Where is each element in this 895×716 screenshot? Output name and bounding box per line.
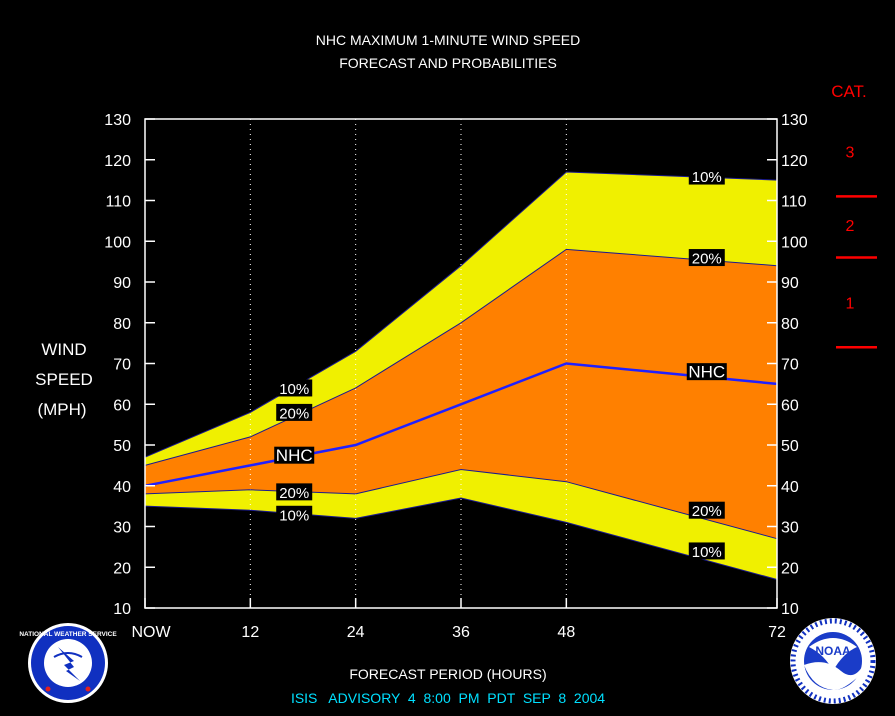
y-tick-label-right: 70 (781, 357, 799, 374)
y-tick-label-right: 40 (781, 479, 799, 496)
nws-logo: NATIONAL WEATHER SERVICE (19, 623, 117, 703)
line-upper-10 (144, 171, 778, 458)
y-tick-label-right: 10 (781, 601, 799, 618)
noaa-logo: NOAA (790, 618, 876, 704)
inline-label-box (274, 446, 315, 464)
x-tick-label: 48 (557, 624, 575, 641)
inline-label-box (276, 379, 313, 397)
inline-label: 10% (692, 169, 722, 186)
inline-label-box (276, 505, 313, 523)
x-axis-label: FORECAST PERIOD (HOURS) (349, 666, 546, 682)
y-tick-label-right: 50 (781, 438, 799, 455)
nws-logo-text: NATIONAL WEATHER SERVICE (19, 631, 117, 638)
inline-label: 20% (692, 503, 722, 520)
y-tick-label-right: 80 (781, 316, 799, 333)
inline-label: 10% (279, 381, 309, 398)
y-tick-label-right: 90 (781, 275, 799, 292)
category-title: CAT. (831, 82, 867, 101)
y-tick-label-right: 30 (781, 520, 799, 537)
line-nhc (144, 362, 778, 488)
y-tick-label-left: 10 (113, 601, 131, 618)
y-tick-label-right: 100 (781, 234, 808, 251)
x-tick-label: 12 (241, 624, 259, 641)
inline-label: 10% (692, 544, 722, 561)
inline-label: 20% (279, 485, 309, 502)
noaa-logo-text: NOAA (815, 644, 851, 658)
y-tick-label-left: 60 (113, 397, 131, 414)
chart-subtitle: FORECAST AND PROBABILITIES (339, 55, 557, 71)
inline-label-box (688, 167, 725, 185)
inline-label: 20% (692, 251, 722, 268)
y-axis-label-line-2: SPEED (35, 370, 93, 389)
category-label-3: 3 (846, 145, 855, 162)
y-tick-label-right: 110 (781, 194, 807, 211)
advisory-line: ISIS ADVISORY 4 8:00 PM PDT SEP 8 2004 (291, 690, 605, 706)
y-tick-label-left: 40 (113, 479, 131, 496)
y-axis-label-line-3: (MPH) (37, 400, 86, 419)
plot-area (144, 119, 778, 608)
line-upper-20 (144, 248, 778, 466)
axes: 10 10 20 20 30 30 40 40 50 50 60 60 70 70 80 80 90 90 100 1… (104, 112, 808, 641)
y-tick-label-left: 80 (113, 316, 131, 333)
y-tick-label-left: 130 (104, 112, 131, 129)
inline-label-box (688, 542, 725, 560)
inline-label: 10% (279, 507, 309, 524)
inline-labels: 10% 20% NHC 20% 10% 10% 20% NHC 20% 10% (274, 167, 727, 561)
y-tick-label-right: 120 (781, 153, 808, 170)
inline-label-box (686, 363, 727, 381)
y-tick-label-left: 70 (113, 357, 131, 374)
y-tick-label-left: 30 (113, 520, 131, 537)
category-label-2: 2 (846, 218, 855, 235)
y-axis-label-line-1: WIND (41, 340, 86, 359)
x-tick-label: 24 (347, 624, 365, 641)
category-scale: CAT. 1 2 3 (831, 82, 877, 349)
y-tick-label-left: 110 (105, 194, 131, 211)
inline-label: NHC (688, 363, 725, 382)
inline-label: NHC (276, 446, 313, 465)
inline-label-box (688, 249, 725, 267)
x-tick-label: 72 (768, 624, 786, 641)
x-tick-label: NOW (131, 624, 171, 641)
line-lower-10 (144, 497, 778, 580)
y-tick-label-left: 90 (113, 275, 131, 292)
inline-label: 20% (279, 405, 309, 422)
y-tick-label-left: 120 (104, 153, 131, 170)
y-tick-label-right: 130 (781, 112, 808, 129)
y-tick-label-left: 50 (113, 438, 131, 455)
y-tick-label-right: 60 (781, 397, 799, 414)
inline-label-box (688, 501, 725, 519)
line-lower-20 (144, 468, 778, 540)
y-tick-label-left: 100 (104, 234, 131, 251)
x-tick-label: 36 (452, 624, 470, 641)
chart-title: NHC MAXIMUM 1-MINUTE WIND SPEED (316, 32, 580, 48)
category-label-1: 1 (846, 295, 855, 312)
y-tick-label-right: 20 (781, 560, 799, 577)
inline-label-box (276, 483, 313, 501)
y-tick-label-left: 20 (113, 560, 131, 577)
inline-label-box (276, 403, 313, 421)
